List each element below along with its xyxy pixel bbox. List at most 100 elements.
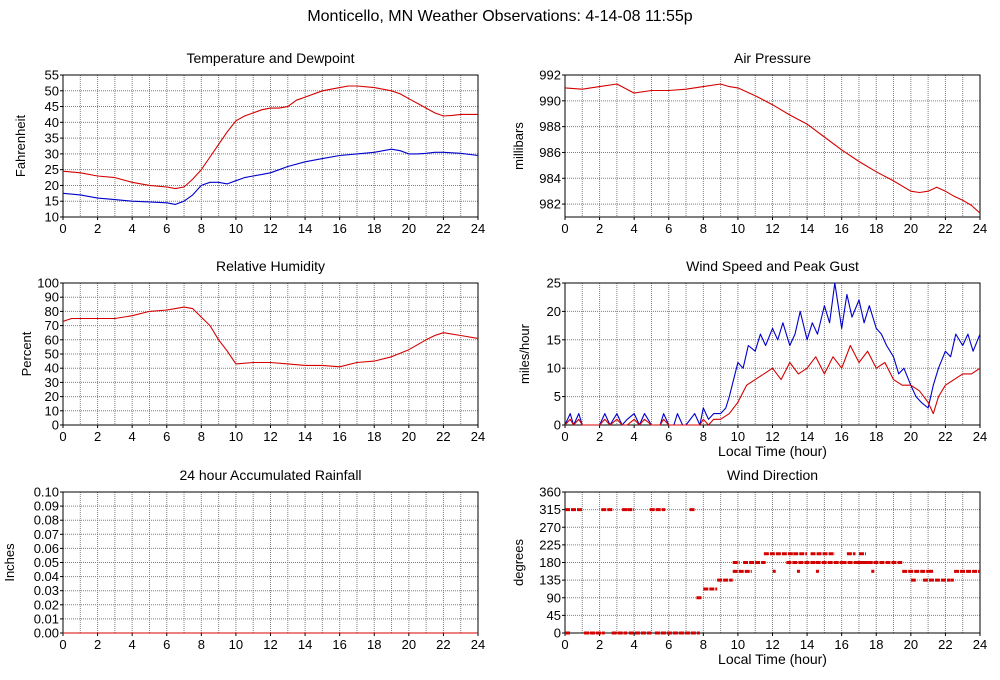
humidity-y-tick-label: 90 bbox=[45, 290, 59, 305]
wind-x-tick-label: 22 bbox=[938, 429, 952, 444]
direction-x-tick-label: 16 bbox=[834, 637, 848, 652]
rain-y-tick-label: 0.02 bbox=[34, 597, 59, 612]
humidity-y-tick-label: 40 bbox=[45, 361, 59, 376]
temp-y-tick-label: 15 bbox=[45, 194, 59, 209]
temp-series-dewpoint bbox=[63, 148, 478, 205]
humidity-x-tick-label: 8 bbox=[198, 429, 205, 444]
direction-x-tick-label: 22 bbox=[938, 637, 952, 652]
pressure-x-tick-label: 10 bbox=[731, 221, 745, 236]
temp-x-tick-label: 12 bbox=[263, 221, 277, 236]
humidity-y-tick-label: 0 bbox=[52, 418, 59, 433]
temp-y-axis-label: Fahrenheit bbox=[13, 115, 28, 178]
rain-x-tick-label: 2 bbox=[94, 637, 101, 652]
humidity-x-tick-label: 20 bbox=[402, 429, 416, 444]
temp-x-tick-label: 18 bbox=[367, 221, 381, 236]
wind-series-wind-speed bbox=[565, 344, 980, 426]
wind-x-tick-label: 8 bbox=[700, 429, 707, 444]
humidity-y-axis-label: Percent bbox=[19, 331, 34, 376]
pressure-y-tick-label: 990 bbox=[539, 93, 561, 108]
direction-x-tick-label: 12 bbox=[765, 637, 779, 652]
direction-point bbox=[950, 578, 954, 582]
rain-y-tick-label: 0.03 bbox=[34, 583, 59, 598]
temp-series-temperature bbox=[63, 85, 478, 190]
rain-y-tick-label: 0.05 bbox=[34, 555, 59, 570]
pressure-chart: 0 2 4 6 8 10 12 14 16 18 20 22 24982984986988990992A… bbox=[511, 50, 987, 236]
humidity-x-tick-label: 24 bbox=[471, 429, 485, 444]
direction-point bbox=[815, 569, 819, 573]
direction-point bbox=[796, 569, 800, 573]
direction-y-tick-label: 360 bbox=[539, 485, 561, 500]
pressure-x-tick-label: 12 bbox=[765, 221, 779, 236]
temp-x-tick-label: 2 bbox=[94, 221, 101, 236]
pressure-y-tick-label: 984 bbox=[539, 171, 561, 186]
temp-x-tick-label: 22 bbox=[436, 221, 450, 236]
rain-x-tick-label: 6 bbox=[163, 637, 170, 652]
rain-y-tick-label: 0.00 bbox=[34, 626, 59, 641]
temp-y-tick-label: 10 bbox=[45, 210, 59, 225]
rain-y-tick-label: 0.07 bbox=[34, 527, 59, 542]
direction-y-tick-label: 135 bbox=[539, 573, 561, 588]
rain-y-tick-label: 0.01 bbox=[34, 611, 59, 626]
wind-y-tick-label: 10 bbox=[547, 361, 561, 376]
temp-x-tick-label: 20 bbox=[402, 221, 416, 236]
rain-x-tick-label: 22 bbox=[436, 637, 450, 652]
wind-x-tick-label: 6 bbox=[665, 429, 672, 444]
humidity-x-tick-label: 0 bbox=[59, 429, 66, 444]
rain-y-tick-label: 0.10 bbox=[34, 485, 59, 500]
pressure-x-tick-label: 20 bbox=[904, 221, 918, 236]
wind-x-tick-label: 16 bbox=[834, 429, 848, 444]
direction-x-tick-label: 24 bbox=[973, 637, 987, 652]
humidity-y-tick-label: 100 bbox=[37, 276, 59, 291]
pressure-y-tick-label: 982 bbox=[539, 197, 561, 212]
rain-x-tick-label: 12 bbox=[263, 637, 277, 652]
humidity-y-tick-label: 10 bbox=[45, 403, 59, 418]
wind-y-axis-label: miles/hour bbox=[517, 323, 532, 384]
humidity-x-tick-label: 2 bbox=[94, 429, 101, 444]
temp-y-tick-label: 55 bbox=[45, 68, 59, 83]
wind-x-tick-label: 2 bbox=[596, 429, 603, 444]
direction-y-tick-label: 315 bbox=[539, 502, 561, 517]
direction-point bbox=[772, 569, 776, 573]
wind-x-tick-label: 12 bbox=[765, 429, 779, 444]
pressure-x-tick-label: 4 bbox=[631, 221, 638, 236]
humidity-x-tick-label: 4 bbox=[129, 429, 136, 444]
humidity-y-tick-label: 50 bbox=[45, 347, 59, 362]
humidity-chart: 0 2 4 6 8 10 12 14 16 18 20 22 240102030405060708090… bbox=[19, 258, 485, 444]
wind-y-tick-label: 5 bbox=[554, 389, 561, 404]
temp-y-tick-label: 20 bbox=[45, 178, 59, 193]
wind-x-tick-label: 24 bbox=[973, 429, 987, 444]
pressure-x-tick-label: 16 bbox=[834, 221, 848, 236]
pressure-x-tick-label: 2 bbox=[596, 221, 603, 236]
pressure-x-tick-label: 18 bbox=[869, 221, 883, 236]
wind-x-axis-label: Local Time (hour) bbox=[718, 443, 827, 459]
temp-y-tick-label: 30 bbox=[45, 146, 59, 161]
wind-y-tick-label: 25 bbox=[547, 276, 561, 291]
pressure-y-tick-label: 988 bbox=[539, 119, 561, 134]
direction-y-tick-label: 90 bbox=[547, 590, 561, 605]
wind-x-tick-label: 18 bbox=[869, 429, 883, 444]
wind-x-tick-label: 4 bbox=[631, 429, 638, 444]
wind-x-tick-label: 0 bbox=[561, 429, 568, 444]
temp-y-tick-label: 35 bbox=[45, 131, 59, 146]
temp-x-tick-label: 14 bbox=[298, 221, 312, 236]
direction-x-tick-label: 6 bbox=[665, 637, 672, 652]
pressure-y-axis-label: millibars bbox=[511, 122, 526, 170]
humidity-x-tick-label: 6 bbox=[163, 429, 170, 444]
temp-x-tick-label: 10 bbox=[229, 221, 243, 236]
rain-y-tick-label: 0.04 bbox=[34, 569, 59, 584]
temp-x-tick-label: 4 bbox=[129, 221, 136, 236]
rain-title: 24 hour Accumulated Rainfall bbox=[179, 467, 361, 483]
wind-title: Wind Speed and Peak Gust bbox=[686, 258, 859, 274]
rain-y-tick-label: 0.09 bbox=[34, 499, 59, 514]
temp-y-tick-label: 45 bbox=[45, 99, 59, 114]
direction-y-tick-label: 225 bbox=[539, 537, 561, 552]
pressure-x-tick-label: 14 bbox=[800, 221, 814, 236]
rain-x-tick-label: 8 bbox=[198, 637, 205, 652]
pressure-x-tick-label: 6 bbox=[665, 221, 672, 236]
wind-y-tick-label: 20 bbox=[547, 304, 561, 319]
humidity-y-tick-label: 60 bbox=[45, 332, 59, 347]
temp-chart: 0 2 4 6 8 10 12 14 16 18 20 22 241015202530354045505… bbox=[13, 50, 485, 236]
direction-x-tick-label: 14 bbox=[800, 637, 814, 652]
rain-x-tick-label: 16 bbox=[332, 637, 346, 652]
